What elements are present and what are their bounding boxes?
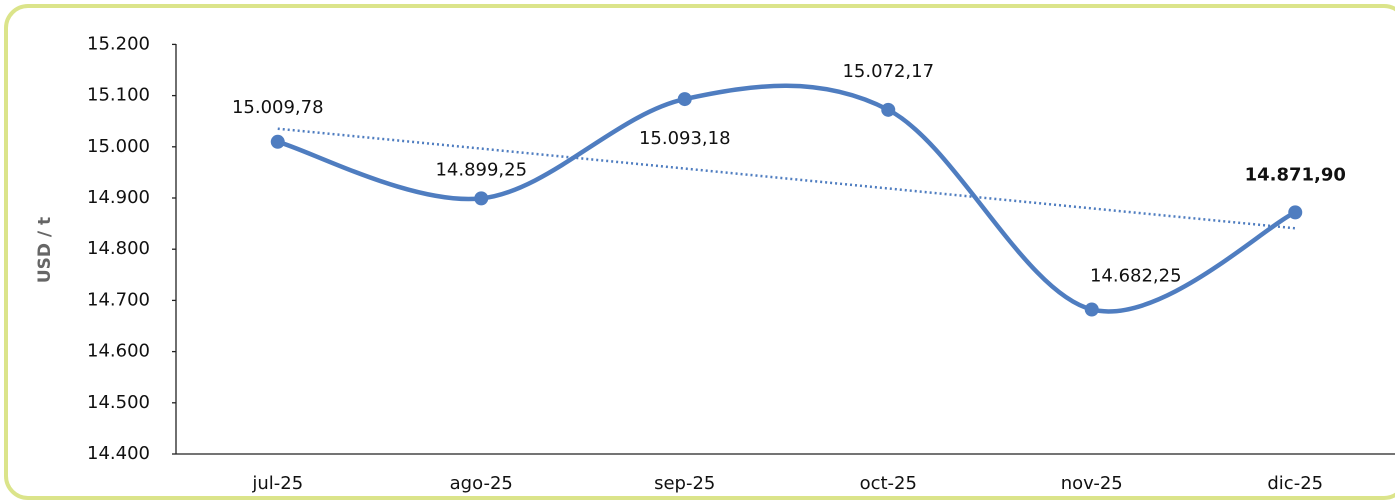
data-point (270, 134, 285, 149)
y-tick-label: 14.900 (87, 187, 150, 208)
data-point (1288, 205, 1303, 220)
x-tick-label: oct-25 (860, 473, 917, 494)
y-tick-label: 15.200 (87, 33, 150, 54)
y-tick-label: 14.500 (87, 392, 150, 413)
data-point (474, 191, 489, 206)
y-tick-label: 14.600 (87, 341, 150, 362)
x-tick-label: jul-25 (251, 473, 303, 494)
data-label: 15.009,78 (232, 97, 324, 118)
data-label: 15.093,18 (639, 128, 731, 149)
x-tick-label: dic-25 (1267, 473, 1323, 494)
y-tick-label: 15.000 (87, 136, 150, 157)
y-tick-label: 15.100 (87, 85, 150, 106)
data-label: 14.682,25 (1090, 265, 1182, 286)
x-tick-label: nov-25 (1061, 473, 1123, 494)
data-point (677, 92, 692, 107)
data-label: 14.899,25 (435, 159, 527, 180)
data-label: 14.871,90 (1245, 164, 1346, 185)
data-point (1084, 302, 1099, 317)
data-label: 15.072,17 (842, 61, 934, 82)
y-tick-label: 14.400 (87, 443, 150, 464)
y-axis-title: USD / t (35, 217, 55, 283)
trend-line (277, 127, 1296, 230)
series-line (277, 83, 1297, 314)
x-tick-label: sep-25 (654, 473, 715, 494)
y-tick-label: 14.800 (87, 238, 150, 259)
frame (4, 4, 1395, 500)
x-tick-label: ago-25 (450, 473, 513, 494)
data-point (881, 102, 896, 117)
y-tick-label: 14.700 (87, 289, 150, 310)
